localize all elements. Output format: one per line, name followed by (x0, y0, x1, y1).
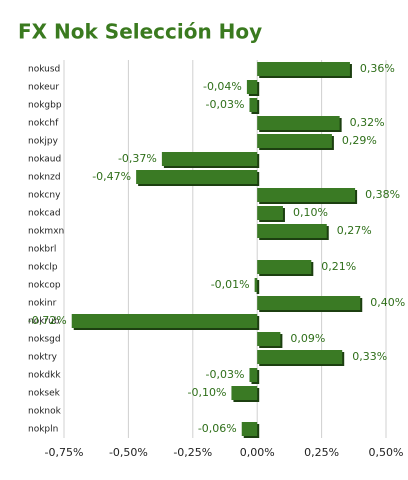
value-label: -0,03% (206, 368, 245, 381)
y-tick-label: nokdkk (28, 371, 61, 381)
value-label: 0,36% (360, 62, 395, 75)
value-label: -0,47% (92, 170, 131, 183)
bar (257, 116, 340, 130)
value-label: 0,21% (321, 260, 356, 273)
bar (71, 314, 258, 328)
bar (136, 170, 258, 184)
bar (161, 152, 258, 166)
bar (257, 62, 350, 76)
bar (241, 422, 258, 436)
value-label: 0,09% (290, 332, 325, 345)
bar (257, 188, 356, 202)
x-tick-label: 0,50% (369, 446, 404, 459)
y-tick-label: nokjpy (28, 137, 59, 147)
value-label: 0,33% (352, 350, 387, 363)
value-label: -0,72% (28, 314, 67, 327)
x-tick-label: -0,50% (109, 446, 148, 459)
bar (249, 98, 258, 112)
value-label: -0,37% (118, 152, 157, 165)
y-tick-label: nokrub (28, 317, 60, 327)
y-tick-label: noktry (28, 353, 58, 363)
bar-shadow (256, 280, 260, 294)
x-tick-label: 0,00% (240, 446, 275, 459)
y-tick-label: nokclp (28, 263, 58, 273)
x-tick-label: -0,25% (173, 446, 212, 459)
value-label: 0,10% (293, 206, 328, 219)
value-label: 0,27% (337, 224, 372, 237)
bar (257, 224, 327, 238)
chart-title: FX Nok Selección Hoy (18, 20, 262, 44)
bar (254, 278, 258, 292)
y-tick-label: nokinr (28, 299, 57, 309)
y-tick-label: nokbrl (28, 245, 56, 255)
bar (257, 332, 281, 346)
x-tick-label: 0,25% (304, 446, 339, 459)
value-label: -0,06% (198, 422, 237, 435)
bar (257, 296, 361, 310)
y-tick-label: nokeur (28, 83, 59, 93)
y-tick-label: noknok (28, 407, 62, 417)
y-tick-label: nokcny (28, 191, 61, 201)
value-label: 0,32% (350, 116, 385, 129)
y-tick-label: nokmxn (28, 227, 64, 237)
y-tick-label: nokpln (28, 425, 58, 435)
value-label: 0,29% (342, 134, 377, 147)
y-tick-label: nokusd (28, 65, 60, 75)
y-tick-label: nokgbp (28, 101, 62, 111)
y-tick-label: nokcad (28, 209, 61, 219)
value-label: -0,01% (211, 278, 250, 291)
bar (231, 386, 258, 400)
bar (257, 350, 343, 364)
x-tick-label: -0,75% (45, 446, 84, 459)
bar (257, 260, 312, 274)
bar (257, 206, 283, 220)
value-label: 0,40% (370, 296, 405, 309)
value-label: -0,03% (206, 98, 245, 111)
value-label: -0,04% (203, 80, 242, 93)
y-tick-label: nokchf (28, 119, 59, 129)
value-label: -0,10% (188, 386, 227, 399)
y-tick-label: noksek (28, 389, 61, 399)
bar (249, 368, 258, 382)
y-tick-label: noksgd (28, 335, 61, 345)
y-tick-label: noknzd (28, 173, 61, 183)
y-tick-label: nokaud (28, 155, 61, 165)
bar (257, 134, 332, 148)
value-label: 0,38% (365, 188, 400, 201)
bar (246, 80, 258, 94)
y-tick-label: nokcop (28, 281, 61, 291)
